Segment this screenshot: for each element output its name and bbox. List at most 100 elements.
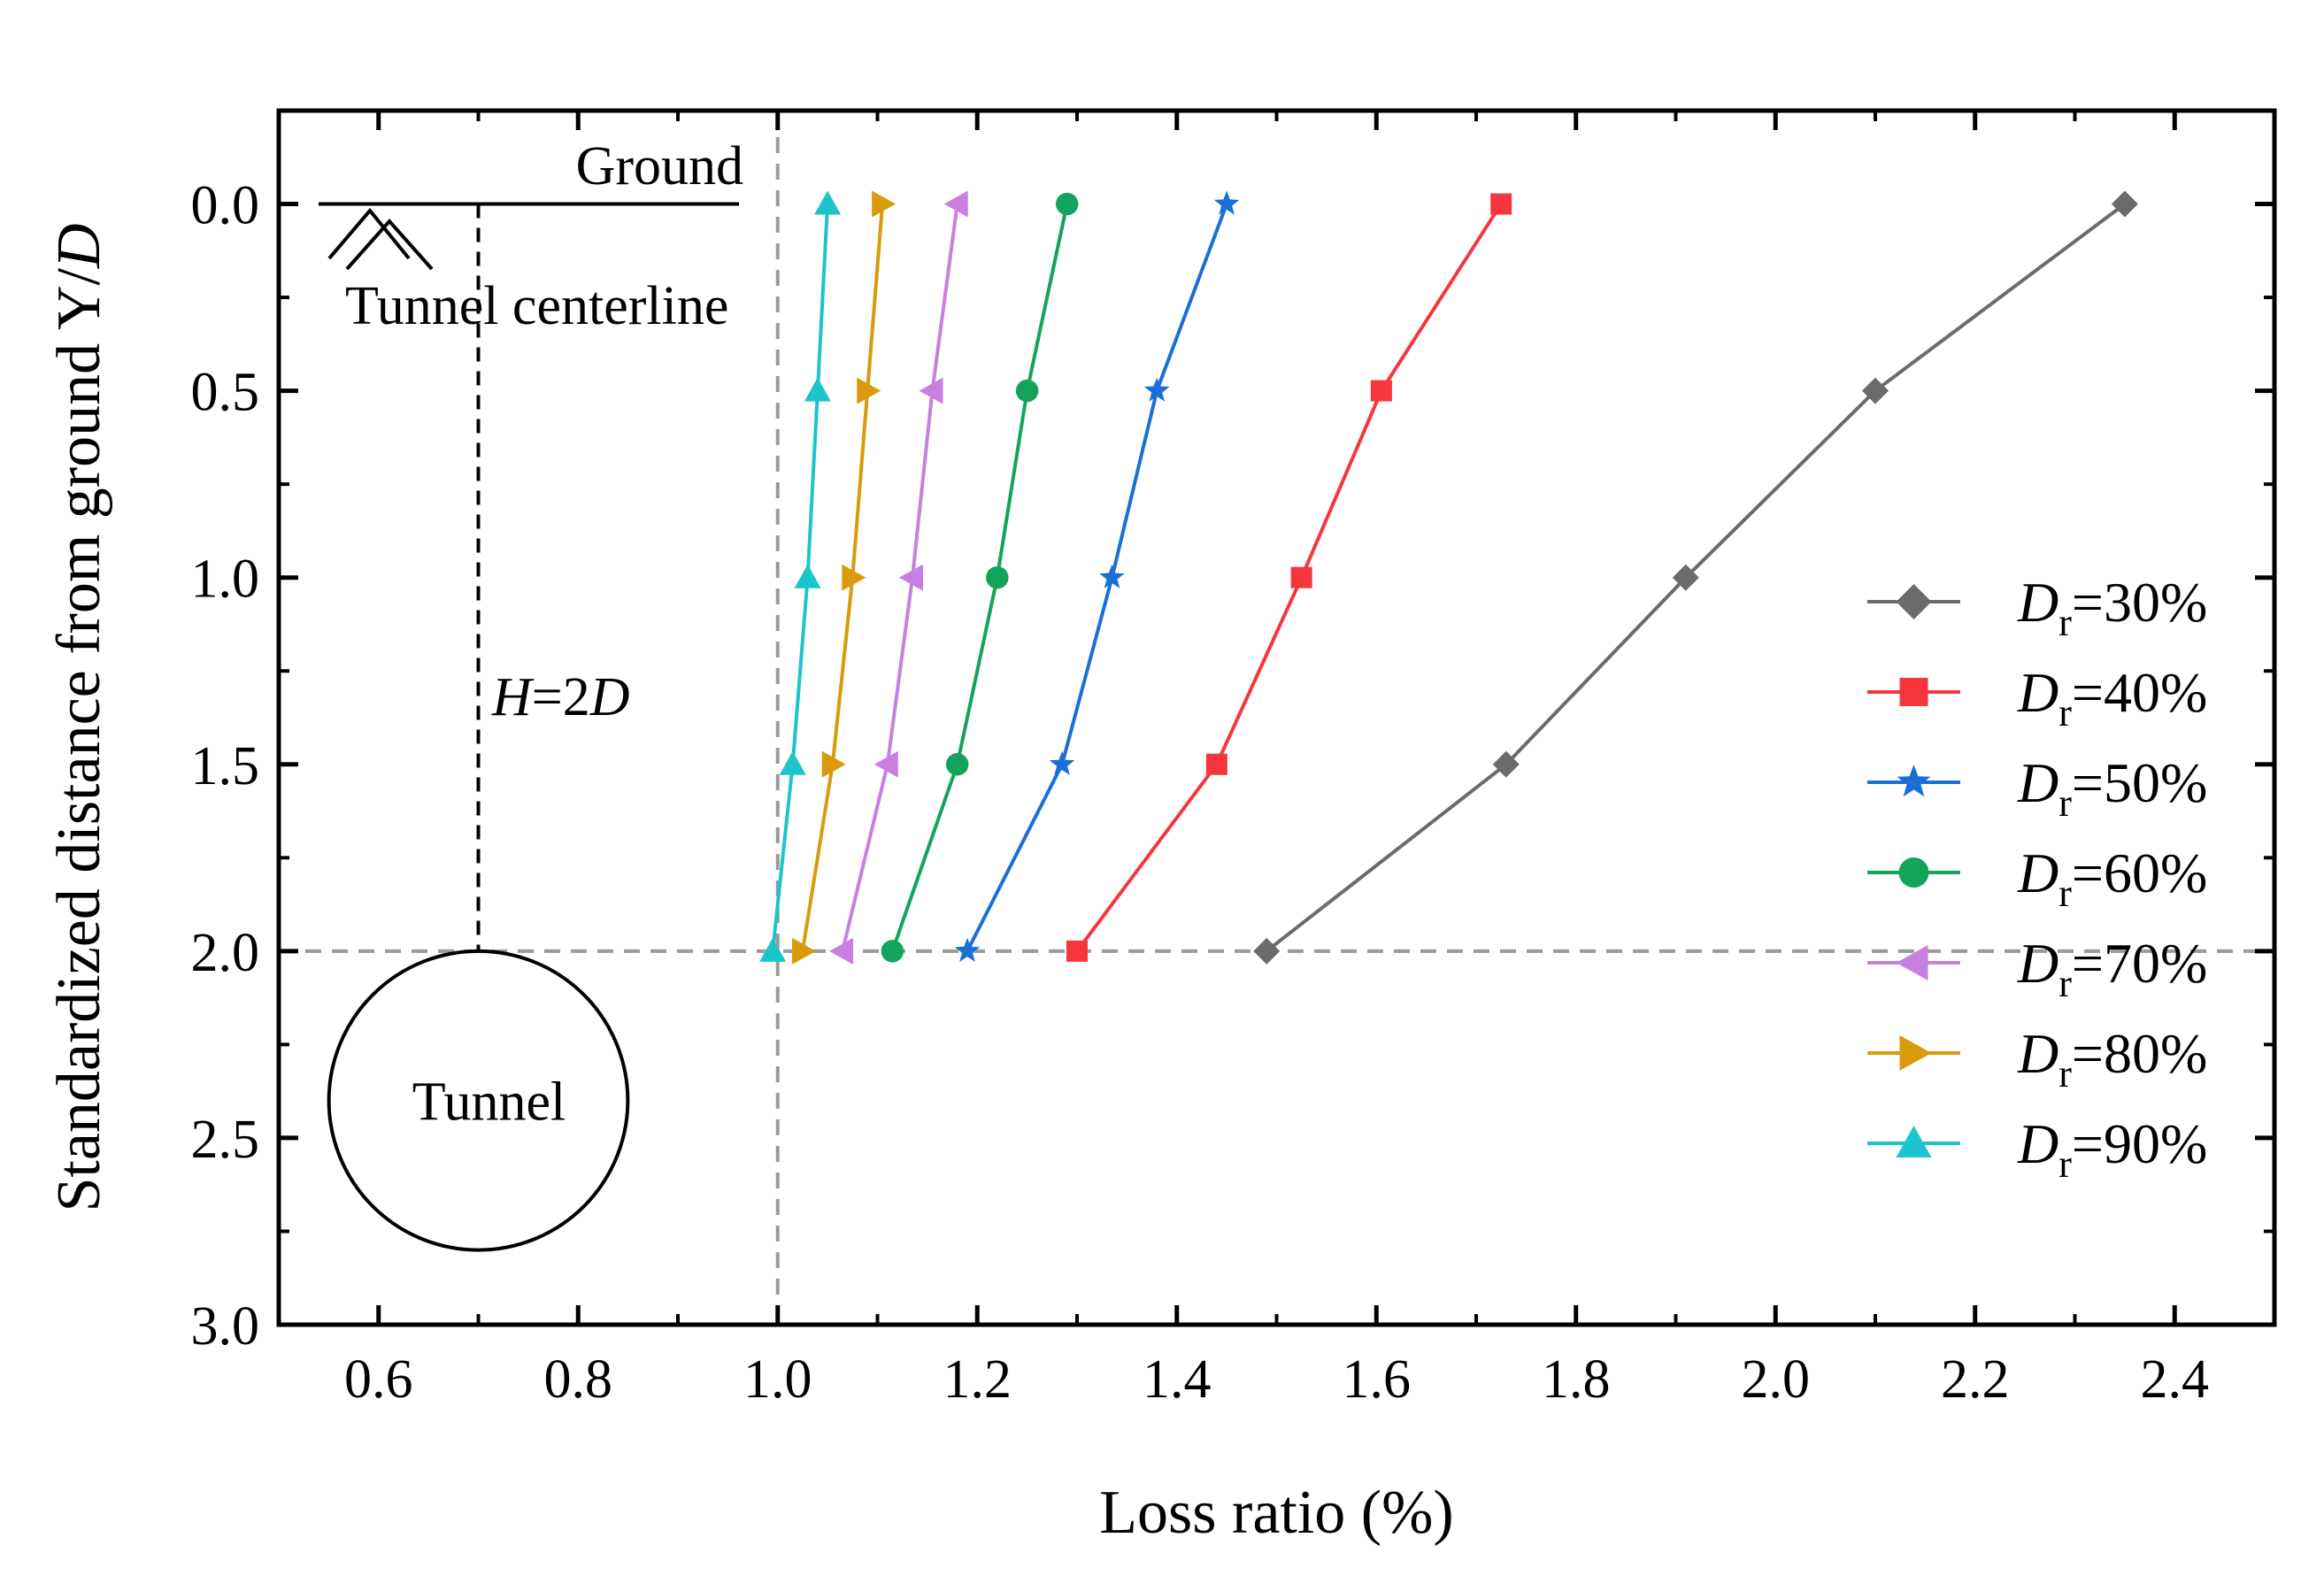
y-tick-label: 3.0 [191,1296,260,1357]
x-tick-label: 0.6 [344,1349,413,1410]
legend-item: Dr=60% [1867,842,2207,915]
x-axis: 0.6 0.8 1.0 1.2 1.4 1.6 1.8 2.0 2.2 2.4 [344,111,2209,1410]
data-point [794,564,821,588]
legend-item: Dr=50% [1867,751,2207,825]
series-7 [759,190,842,962]
data-point [1672,564,1699,591]
data-point [954,937,981,962]
x-tick-label: 1.2 [943,1349,1012,1410]
legend-subscript: r [2059,1052,2072,1096]
ground-hatch-icon [327,207,434,271]
legend-item: Dr=90% [1867,1112,2207,1186]
y-axis-title: Standardized distance from ground Y/D [45,223,113,1211]
data-point [1370,380,1392,402]
data-point [881,940,904,963]
data-point [1049,750,1075,775]
star-marker [1897,765,1931,797]
y-tick-label: 1.5 [191,736,260,796]
data-point [814,190,842,215]
centerline-label: Tunnel centerline [345,276,728,336]
x-tick-label: 0.8 [544,1349,613,1410]
legend-item: Dr=30% [1867,571,2207,644]
legend-label: Dr=80% [2017,1022,2207,1096]
legend-symbol: D [2017,661,2059,724]
data-point [1490,193,1512,215]
legend-value: =50% [2072,751,2207,814]
data-point [1253,937,1281,965]
data-point [898,564,923,591]
legend-item: Dr=70% [1867,932,2207,1005]
legend-label: Dr=70% [2017,932,2207,1005]
data-point [804,377,831,402]
y-tick-label: 1.0 [191,550,260,610]
data-point [986,565,1009,589]
legend-label: Dr=60% [2017,842,2207,915]
legend-item: Dr=80% [1867,1022,2207,1096]
depth-symbol-d: D [589,667,630,727]
legend-value: =60% [2072,842,2207,904]
legend-value: =80% [2072,1022,2207,1085]
legend-label: Dr=90% [2017,1112,2207,1186]
data-point [2111,190,2138,218]
triangle-up-marker [1896,1126,1932,1157]
legend-label: Dr=30% [2017,571,2207,644]
legend-value: =70% [2072,932,2207,995]
tunnel-label: Tunnel [412,1072,566,1133]
legend-subscript: r [2059,781,2072,825]
data-point [873,750,898,778]
y-axis-title-symbol: D [45,223,113,269]
y-tick-label: 2.0 [191,923,260,983]
legend-subscript: r [2059,691,2072,734]
ground-label: Ground [576,136,743,196]
x-tick-label: 1.6 [1343,1349,1412,1410]
data-point [1099,564,1125,588]
legend-subscript: r [2059,601,2072,644]
data-point [872,190,897,218]
depth-equals: =2 [532,667,590,727]
data-point [1143,377,1170,402]
series-6 [791,190,897,965]
square-marker [1899,678,1928,706]
triangle-right-marker [1899,1035,1932,1071]
data-point [919,377,943,404]
data-point [1290,566,1312,588]
data-point [779,750,806,775]
data-point [791,937,816,965]
legend-value: =40% [2072,661,2207,724]
legend-subscript: r [2059,1142,2072,1186]
series-line [1075,203,1503,952]
legend-symbol: D [2017,571,2059,634]
depth-symbol-h: H [491,667,535,727]
legend-subscript: r [2059,962,2072,1005]
data-point [759,937,787,962]
series-2 [1066,193,1512,962]
legend-symbol: D [2017,932,2059,995]
legend-label: Dr=40% [2017,661,2207,734]
y-tick-label: 2.5 [191,1110,260,1170]
x-axis-title: Loss ratio (%) [1099,1479,1453,1547]
x-tick-label: 2.2 [1941,1349,2010,1410]
data-point [857,377,881,404]
x-tick-label: 1.4 [1143,1349,1212,1410]
data-point [1055,192,1079,216]
y-axis-title-main: Standardized distance from ground Y/ [45,267,113,1211]
tunnel-schematic: Ground Tunnel centerline H=2D Tunnel [319,136,743,1252]
data-point [945,753,969,776]
legend-value: =30% [2072,571,2207,634]
legend-item: Dr=40% [1867,661,2207,734]
data-point [1213,190,1240,215]
data-point [943,190,968,218]
x-tick-label: 2.0 [1742,1349,1811,1410]
data-point [1066,940,1088,962]
legend-value: =90% [2072,1112,2207,1175]
data-point [1015,379,1039,403]
legend-symbol: D [2017,1112,2059,1175]
legend: Dr=30%Dr=40%Dr=50%Dr=60%Dr=70%Dr=80%Dr=9… [1867,571,2207,1186]
data-point [821,750,846,778]
legend-symbol: D [2017,1022,2059,1085]
y-axis: 0.0 0.5 1.0 1.5 2.0 2.5 3.0 [191,176,2274,1357]
diamond-marker [1896,584,1932,619]
series-1 [1253,190,2138,965]
series-3 [954,190,1240,962]
